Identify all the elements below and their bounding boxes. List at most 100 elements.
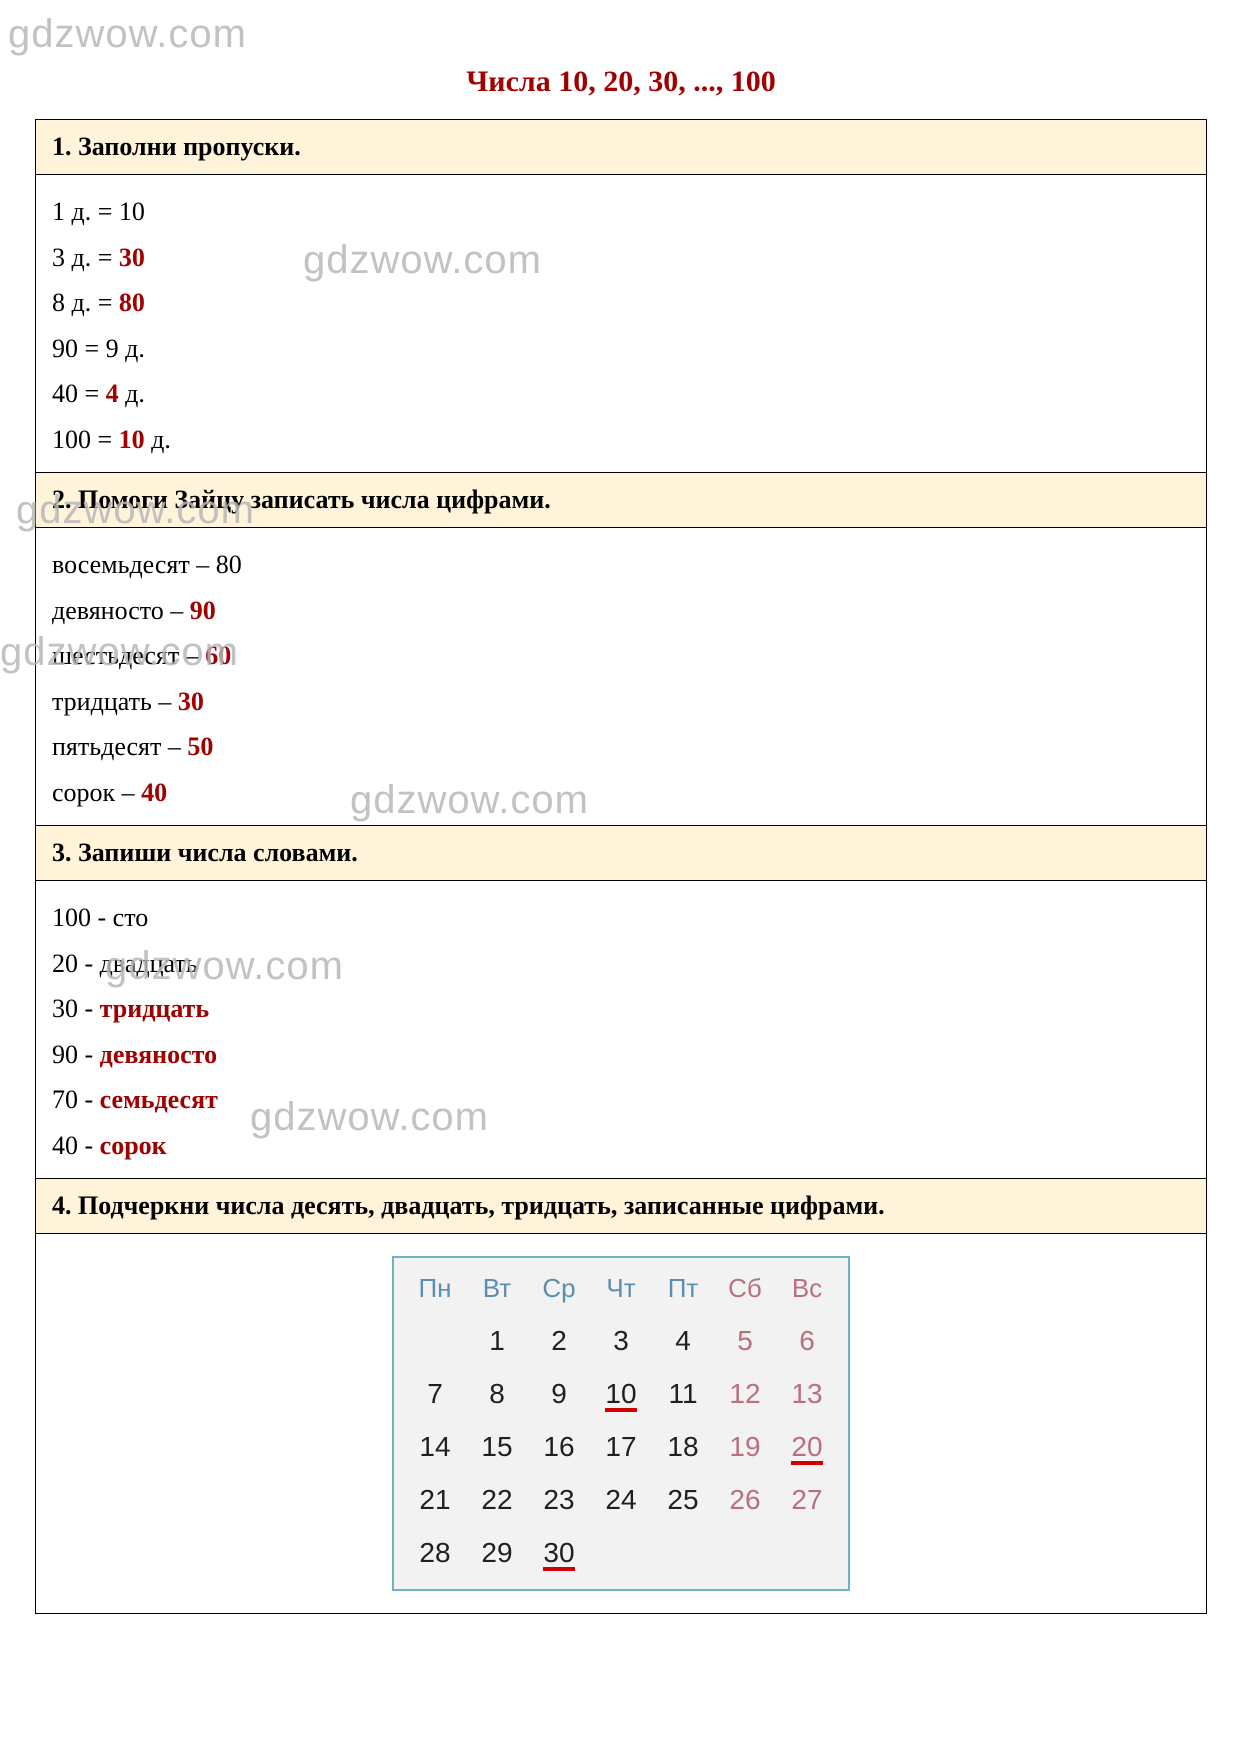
line-text: 70 - <box>52 1085 100 1114</box>
calendar-row: 282930 <box>404 1526 838 1579</box>
calendar-cell <box>714 1526 776 1579</box>
section-1-body: 1 д. = 103 д. = 308 д. = 8090 = 9 д.40 =… <box>36 175 1206 472</box>
answer-text: тридцать <box>100 994 210 1023</box>
line-text: сорок – <box>52 778 141 807</box>
worksheet-table: 1. Заполни пропуски. 1 д. = 103 д. = 308… <box>35 119 1207 1614</box>
calendar-day-header: Чт <box>590 1264 652 1314</box>
calendar-table: ПнВтСрЧтПтСбВс 1234567891011121314151617… <box>404 1264 838 1579</box>
calendar-cell: 11 <box>652 1367 714 1420</box>
answer-text: 40 <box>141 778 167 807</box>
exercise-line: 90 - девяносто <box>52 1032 1190 1078</box>
exercise-line: сорок – 40 <box>52 770 1190 816</box>
calendar-cell: 1 <box>466 1314 528 1367</box>
calendar-cell: 4 <box>652 1314 714 1367</box>
calendar-cell: 22 <box>466 1473 528 1526</box>
calendar-row: 78910111213 <box>404 1367 838 1420</box>
answer-text: семьдесят <box>100 1085 218 1114</box>
calendar-day-header: Пт <box>652 1264 714 1314</box>
line-text-post: д. <box>145 425 171 454</box>
calendar-cell: 3 <box>590 1314 652 1367</box>
calendar-cell: 27 <box>776 1473 838 1526</box>
exercise-line: 90 = 9 д. <box>52 326 1190 372</box>
answer-text: 30 <box>178 687 204 716</box>
calendar-day-header: Вс <box>776 1264 838 1314</box>
line-text: 100 = <box>52 425 119 454</box>
calendar-cell: 20 <box>776 1420 838 1473</box>
underlined-number: 30 <box>543 1539 574 1571</box>
answer-text: 4 <box>106 379 119 408</box>
watermark-text: gdzwow.com <box>8 12 247 57</box>
calendar-cell: 10 <box>590 1367 652 1420</box>
calendar-row: 14151617181920 <box>404 1420 838 1473</box>
exercise-line: 20 - двадцать <box>52 941 1190 987</box>
exercise-line: тридцать – 30 <box>52 679 1190 725</box>
answer-text: 50 <box>187 732 213 761</box>
answer-text: сорок <box>100 1131 167 1160</box>
exercise-line: 40 = 4 д. <box>52 371 1190 417</box>
line-text: тридцать – <box>52 687 178 716</box>
calendar-cell: 5 <box>714 1314 776 1367</box>
calendar-cell: 7 <box>404 1367 466 1420</box>
calendar-cell: 8 <box>466 1367 528 1420</box>
answer-text: 10 <box>119 425 145 454</box>
answer-text: 80 <box>119 288 145 317</box>
exercise-line: 1 д. = 10 <box>52 189 1190 235</box>
exercise-line: 100 = 10 д. <box>52 417 1190 463</box>
line-text-post: д. <box>119 379 145 408</box>
page: Числа 10, 20, 30, ..., 100 1. Заполни пр… <box>0 0 1242 1654</box>
calendar-cell: 23 <box>528 1473 590 1526</box>
answer-text: 60 <box>205 641 231 670</box>
exercise-line: восемьдесят – 80 <box>52 542 1190 588</box>
line-text: 90 - <box>52 1040 100 1069</box>
calendar-cell: 2 <box>528 1314 590 1367</box>
calendar-cell: 25 <box>652 1473 714 1526</box>
line-text: пятьдесят – <box>52 732 187 761</box>
calendar-cell <box>404 1314 466 1367</box>
line-text: 1 д. = 10 <box>52 197 145 226</box>
calendar-cell <box>652 1526 714 1579</box>
answer-text: 90 <box>190 596 216 625</box>
exercise-line: 3 д. = 30 <box>52 235 1190 281</box>
section-4-body: ПнВтСрЧтПтСбВс 1234567891011121314151617… <box>36 1234 1206 1613</box>
calendar-cell: 18 <box>652 1420 714 1473</box>
exercise-line: девяносто – 90 <box>52 588 1190 634</box>
section-3-header: 3. Запиши числа словами. <box>36 825 1206 881</box>
exercise-line: 70 - семьдесят <box>52 1077 1190 1123</box>
answer-text: девяносто <box>100 1040 217 1069</box>
line-text: 100 - сто <box>52 903 148 932</box>
calendar-cell: 30 <box>528 1526 590 1579</box>
section-2-header: 2. Помоги Зайцу записать числа цифрами. <box>36 472 1206 528</box>
calendar-cell: 6 <box>776 1314 838 1367</box>
page-title: Числа 10, 20, 30, ..., 100 <box>35 65 1207 99</box>
calendar-cell: 21 <box>404 1473 466 1526</box>
line-text: восемьдесят – 80 <box>52 550 242 579</box>
exercise-line: 30 - тридцать <box>52 986 1190 1032</box>
line-text: шестьдесят – <box>52 641 205 670</box>
calendar-cell: 9 <box>528 1367 590 1420</box>
calendar-cell: 19 <box>714 1420 776 1473</box>
exercise-line: 8 д. = 80 <box>52 280 1190 326</box>
calendar-cell: 17 <box>590 1420 652 1473</box>
calendar-day-header: Пн <box>404 1264 466 1314</box>
line-text: 8 д. = <box>52 288 119 317</box>
line-text: 30 - <box>52 994 100 1023</box>
exercise-line: пятьдесят – 50 <box>52 724 1190 770</box>
calendar-day-header: Сб <box>714 1264 776 1314</box>
underlined-number: 10 <box>605 1380 636 1412</box>
answer-text: 30 <box>119 243 145 272</box>
calendar-day-header: Ср <box>528 1264 590 1314</box>
calendar-cell: 28 <box>404 1526 466 1579</box>
calendar: ПнВтСрЧтПтСбВс 1234567891011121314151617… <box>392 1256 850 1591</box>
section-3-body: 100 - сто20 - двадцать30 - тридцать90 - … <box>36 881 1206 1178</box>
exercise-line: 40 - сорок <box>52 1123 1190 1169</box>
calendar-row: 21222324252627 <box>404 1473 838 1526</box>
calendar-cell: 26 <box>714 1473 776 1526</box>
exercise-line: шестьдесят – 60 <box>52 633 1190 679</box>
section-4-header: 4. Подчеркни числа десять, двадцать, три… <box>36 1178 1206 1234</box>
calendar-cell <box>590 1526 652 1579</box>
section-2-body: восемьдесят – 80девяносто – 90шестьдесят… <box>36 528 1206 825</box>
calendar-cell <box>776 1526 838 1579</box>
section-1-header: 1. Заполни пропуски. <box>36 120 1206 175</box>
calendar-cell: 14 <box>404 1420 466 1473</box>
line-text: 90 = 9 д. <box>52 334 145 363</box>
